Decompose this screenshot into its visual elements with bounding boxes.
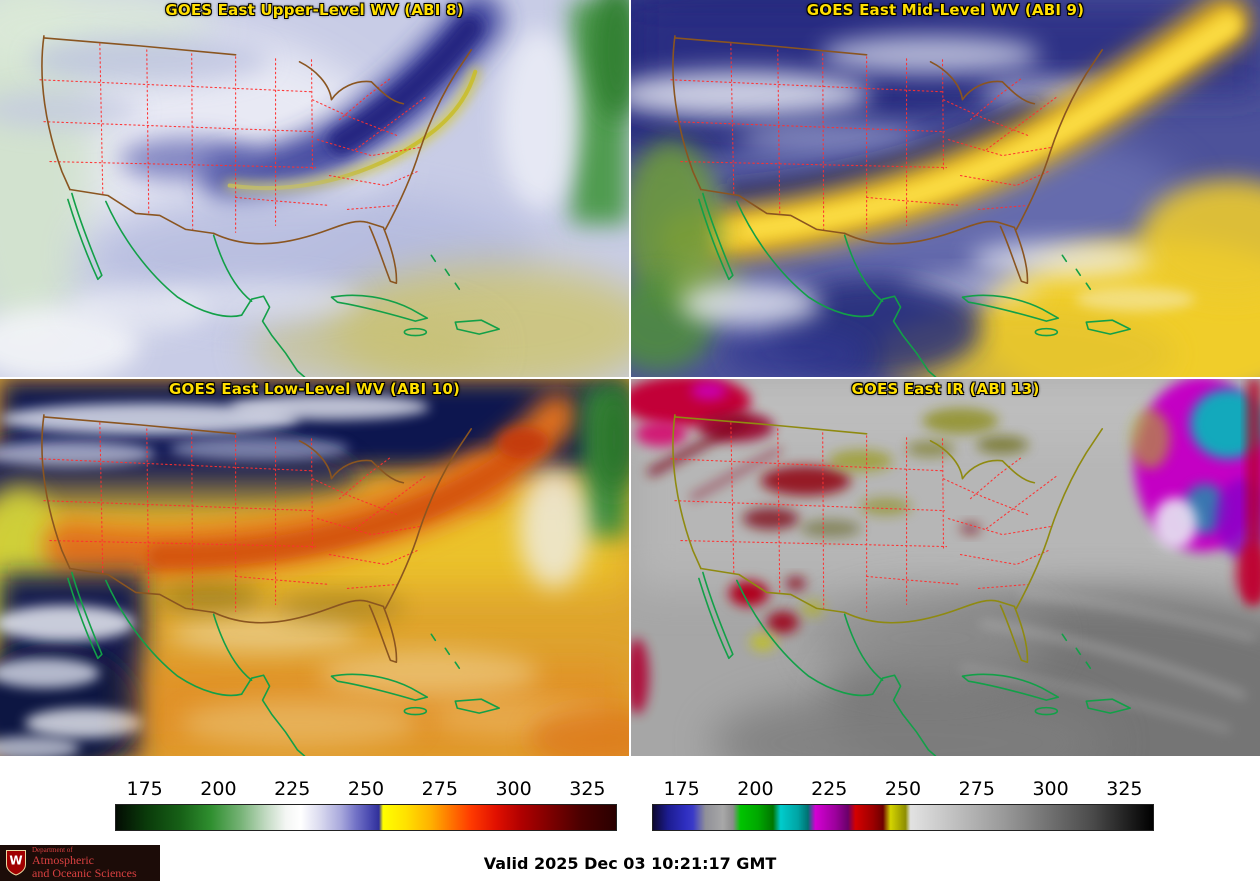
colorbar-tick: 325 [569, 778, 606, 800]
ir-image [631, 379, 1260, 756]
colorbar-tick: 250 [347, 778, 385, 800]
colorbar-tick: 200 [200, 778, 237, 800]
colorbar-tick: 300 [1032, 778, 1069, 800]
colorbar-tick: 225 [811, 778, 848, 800]
logo-line-2: and Oceanic Sciences [32, 865, 137, 880]
wv-colorbar-gradient [115, 804, 617, 831]
colorbar-tick: 275 [958, 778, 995, 800]
colorbar-row: 175 200 225 250 275 300 325 175 200 225 … [0, 756, 1260, 845]
panel-title: GOES East Low-Level WV (ABI 10) [168, 380, 461, 398]
ir-colorbar-gradient [652, 804, 1154, 831]
colorbar-tick: 175 [126, 778, 163, 800]
valid-timestamp: Valid 2025 Dec 03 10:21:17 GMT [483, 854, 777, 873]
wv-colorbar-ticks: 175 200 225 250 275 300 325 [115, 778, 617, 804]
ir-colorbar-ticks: 175 200 225 250 275 300 325 [652, 778, 1154, 804]
colorbar-tick: 200 [737, 778, 774, 800]
low-level-wv-image [0, 379, 629, 756]
colorbar-tick: 250 [884, 778, 922, 800]
colorbar-tick: 300 [495, 778, 532, 800]
panel-title: GOES East Mid-Level WV (ABI 9) [806, 1, 1085, 19]
panel-ir: GOES East IR (ABI 13) [631, 379, 1260, 756]
uw-crest-icon: W [6, 850, 26, 876]
logo-dept-line: Department of [32, 846, 73, 855]
panel-low-level-wv: GOES East Low-Level WV (ABI 10) [0, 379, 629, 756]
panel-title: GOES East IR (ABI 13) [851, 380, 1040, 398]
colorbar-tick: 225 [274, 778, 311, 800]
wv-colorbar: 175 200 225 250 275 300 325 [115, 778, 617, 831]
upper-level-wv-image [0, 0, 629, 377]
satellite-panels: GOES East Upper-Level WV (ABI 8) [0, 0, 1260, 756]
panel-upper-level-wv: GOES East Upper-Level WV (ABI 8) [0, 0, 629, 377]
colorbar-tick: 325 [1106, 778, 1143, 800]
ir-colorbar: 175 200 225 250 275 300 325 [652, 778, 1154, 831]
colorbar-tick: 275 [421, 778, 458, 800]
uw-aos-logo: W Department of Atmospheric and Oceanic … [0, 845, 160, 881]
colorbar-tick: 175 [663, 778, 700, 800]
footer: W Department of Atmospheric and Oceanic … [0, 845, 1260, 881]
crest-letter: W [9, 854, 22, 868]
mid-level-wv-image [631, 0, 1260, 377]
panel-mid-level-wv: GOES East Mid-Level WV (ABI 9) [631, 0, 1260, 377]
logo-line-1: Atmospheric [32, 853, 94, 868]
panel-title: GOES East Upper-Level WV (ABI 8) [165, 1, 464, 19]
logo-text: Department of Atmospheric and Oceanic Sc… [32, 847, 137, 879]
